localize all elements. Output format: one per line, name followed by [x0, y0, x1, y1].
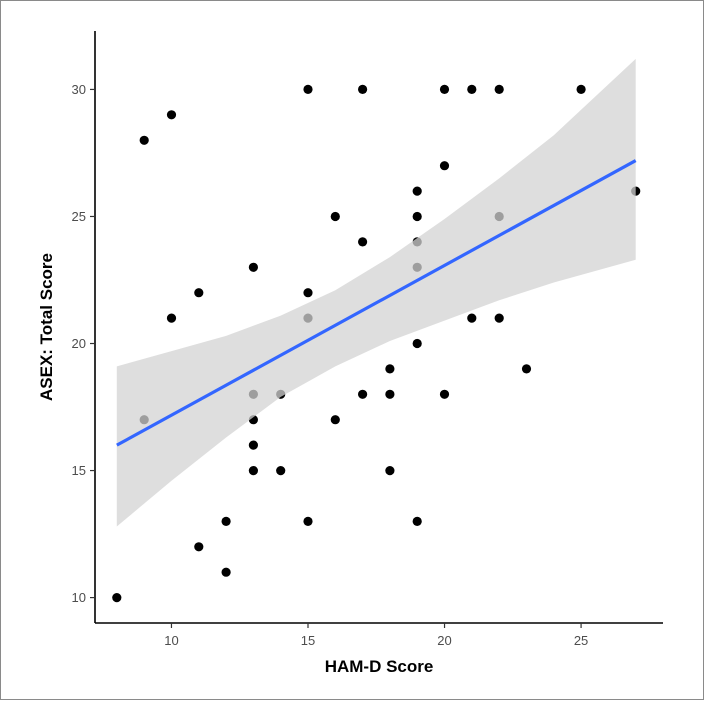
data-point — [494, 84, 504, 94]
data-point — [358, 84, 368, 94]
data-point — [521, 364, 532, 374]
confidence-band — [116, 58, 636, 527]
data-point — [112, 593, 122, 603]
x-tick-label: 15 — [301, 633, 315, 648]
data-point — [358, 237, 368, 247]
data-point — [412, 516, 422, 527]
x-axis-title: HAM-D Score — [325, 657, 434, 676]
y-axis-title: ASEX: Total Score — [37, 253, 56, 401]
data-point — [467, 84, 477, 94]
data-point — [576, 84, 586, 94]
data-point — [221, 567, 231, 577]
data-point — [358, 389, 368, 399]
data-point — [194, 542, 204, 552]
data-point — [385, 466, 395, 476]
data-point — [139, 135, 149, 145]
y-tick-label: 20 — [72, 336, 86, 351]
data-point — [221, 516, 231, 527]
data-point — [467, 313, 477, 323]
data-point — [412, 211, 422, 222]
data-point — [194, 288, 204, 298]
data-point — [385, 364, 395, 374]
regression-line — [116, 159, 637, 447]
y-tick-label: 15 — [72, 463, 86, 478]
y-axis-ticks: 10 15 20 25 30 — [72, 82, 95, 605]
x-tick-label: 10 — [164, 633, 178, 648]
data-point — [494, 313, 504, 323]
data-point — [330, 415, 340, 425]
x-axis-ticks: 10 15 20 25 — [164, 623, 588, 648]
x-tick-label: 25 — [574, 633, 588, 648]
data-point — [330, 211, 340, 222]
data-point — [439, 389, 450, 399]
data-point — [439, 161, 450, 171]
data-point — [439, 84, 450, 94]
data-point — [412, 186, 422, 196]
data-point — [385, 389, 395, 399]
x-tick-label: 20 — [437, 633, 451, 648]
data-point — [276, 466, 286, 476]
y-tick-label: 30 — [72, 82, 86, 97]
confidence-band-area — [116, 58, 636, 527]
data-point — [166, 313, 177, 323]
data-point — [166, 110, 177, 120]
data-point — [248, 440, 258, 450]
data-point — [248, 466, 258, 476]
y-tick-label: 10 — [72, 590, 86, 605]
y-tick-label: 25 — [72, 209, 86, 224]
data-point — [412, 338, 422, 349]
data-point — [303, 288, 313, 298]
regression-line-path — [116, 159, 637, 447]
data-point — [303, 84, 313, 94]
data-point — [248, 262, 258, 272]
data-point — [303, 516, 313, 527]
axes — [94, 31, 663, 624]
